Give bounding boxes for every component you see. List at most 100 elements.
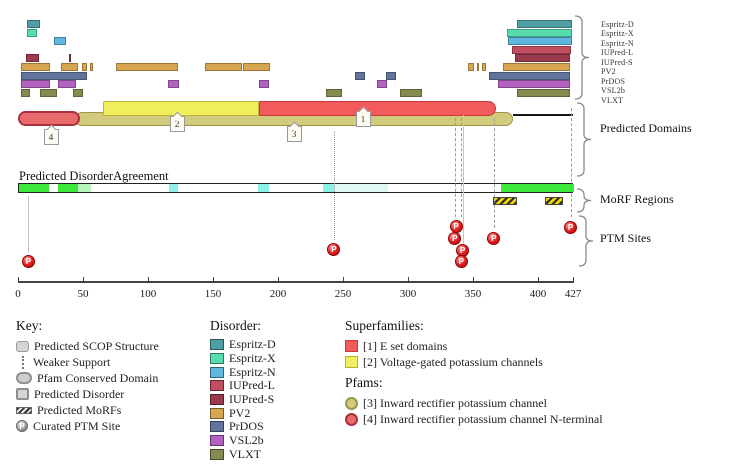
legend-item: Espritz-D — [210, 337, 276, 352]
axis-tick-label: 400 — [529, 288, 547, 300]
morf-region — [544, 197, 563, 205]
axis-tick — [18, 277, 19, 282]
predictor-label-espritz_n: Espritz-N — [601, 38, 634, 48]
legend-label: Espritz-X — [229, 351, 276, 366]
predictor-segment-vlxt — [72, 88, 83, 97]
domain-callout-1: 1 — [355, 111, 371, 127]
predictor-segment-prdos — [354, 71, 366, 80]
predictor-segment-vsl2b — [258, 80, 269, 89]
axis-tick — [278, 277, 279, 282]
curly-brace — [576, 188, 592, 213]
predictor-segment-vsl2b — [497, 80, 571, 89]
legend-label: Espritz-D — [229, 337, 276, 352]
legend-label: IUPred-L — [229, 378, 275, 393]
weaker-support-line — [333, 131, 335, 240]
predictor-segment-pv2 — [502, 63, 571, 71]
predictor-segment-pv2 — [60, 63, 78, 71]
axis-tick — [408, 277, 409, 282]
predicted-disorder-icon — [16, 388, 29, 400]
legend-label: [2] Voltage-gated potassium channels — [363, 354, 543, 369]
predictor-label-iupred_s: IUPred-S — [601, 57, 633, 67]
axis-tick — [573, 277, 575, 282]
axis-tick-label: 50 — [77, 288, 89, 300]
espritz_x-swatch — [210, 353, 224, 365]
predictor-label-prdos: PrDOS — [601, 76, 626, 86]
agreement-segment-green — [501, 184, 575, 192]
ptm-site: P — [487, 231, 501, 245]
agreement-segment-cyan — [168, 184, 178, 192]
legend-item: [2] Voltage-gated potassium channels — [345, 354, 603, 370]
ptm-site: P — [454, 254, 468, 268]
sf-red-square — [345, 340, 358, 352]
legend-label: PrDOS — [229, 419, 264, 434]
weaker-support-line — [493, 118, 495, 228]
legend-label: IUPred-S — [229, 392, 275, 407]
legend-item: Predicted SCOP Structure — [16, 338, 159, 354]
legend-item: Predicted Disorder — [16, 386, 159, 402]
weaker-support-icon — [22, 355, 24, 369]
predictor-segment-iupred_s — [68, 54, 72, 63]
vlxt-swatch — [210, 448, 224, 460]
weaker-support-line — [462, 115, 464, 268]
ptm-site: P — [564, 220, 577, 234]
legend-label: Predicted Disorder — [34, 386, 125, 401]
x-axis — [18, 281, 575, 283]
sequence-backbone — [513, 114, 574, 116]
legend-item: [4] Inward rectifier potassium channel N… — [345, 411, 603, 427]
legend-item: Pfam Conserved Domain — [16, 370, 159, 386]
curly-brace — [576, 102, 592, 177]
scop-icon — [16, 340, 29, 352]
predictor-segment-iupred_s — [514, 54, 571, 63]
ptm-icon: P — [16, 420, 28, 432]
predictor-segment-vlxt — [326, 88, 342, 97]
key-items: Predicted SCOP Structure Weaker Support Pf… — [16, 338, 159, 434]
predictor-segment-prdos — [385, 71, 397, 80]
legend-disorder: Disorder: Espritz-D Espritz-X Espritz-N IUP… — [210, 318, 276, 461]
legend-item: Espritz-X — [210, 351, 276, 366]
legend-label: [3] Inward rectifier potassium channel — [363, 395, 547, 410]
predictor-segment-pv2 — [467, 63, 475, 71]
axis-tick — [343, 277, 344, 282]
legend-label: Pfam Conserved Domain — [37, 370, 159, 385]
weaker-support-line — [570, 108, 572, 217]
legend-label: [4] Inward rectifier potassium channel N… — [363, 411, 603, 426]
axis-tick-label: 0 — [15, 288, 21, 300]
predictor-label-vsl2b: VSL2b — [601, 86, 626, 96]
predictor-segment-espritz_d — [27, 20, 41, 28]
predictor-segment-espritz_x — [506, 28, 572, 37]
espritz_d-swatch — [210, 339, 224, 351]
predictor-segment-pv2 — [20, 63, 51, 71]
predictor-segment-espritz_n — [54, 37, 67, 46]
legend-item: P Curated PTM Site — [16, 418, 159, 434]
predictor-segment-iupred_s — [25, 54, 39, 63]
predictor-segment-vlxt — [517, 88, 571, 97]
legend-label: Espritz-N — [229, 364, 276, 379]
pfams-title: Pfams: — [345, 375, 383, 390]
superfamilies-items: [1] E set domains [2] Voltage-gated potas… — [345, 338, 603, 370]
legend-item: VSL2b — [210, 433, 276, 448]
axis-tick-label: 350 — [464, 288, 482, 300]
agreement-segment-palecyan — [333, 184, 389, 192]
predictor-label-iupred_l: IUPred-L — [601, 48, 634, 58]
legend-label: VSL2b — [229, 433, 264, 448]
legend-label: VLXT — [229, 446, 261, 461]
weaker-support-line — [461, 118, 463, 217]
ptm-site: P — [21, 254, 35, 268]
axis-tick — [213, 277, 214, 282]
predictor-label-espritz_d: Espritz-D — [601, 20, 634, 29]
predictor-segment-espritz_x — [27, 28, 38, 37]
legend-item: IUPred-L — [210, 378, 276, 393]
agreement-segment-cyan — [323, 184, 334, 192]
predictor-label-espritz_x: Espritz-X — [601, 29, 634, 39]
predictor-segment-vlxt — [20, 88, 30, 97]
disorder-title: Disorder: — [210, 318, 261, 333]
pf-khaki-circle — [345, 396, 358, 410]
predictor-segment-vsl2b — [20, 80, 51, 89]
pfams-items: [3] Inward rectifier potassium channel [4… — [345, 395, 603, 427]
predictor-label-pv2: PV2 — [601, 67, 616, 77]
pfam-domain-bar-4 — [18, 111, 81, 126]
agreement-segment-green — [19, 184, 49, 192]
axis-tick — [83, 277, 84, 282]
ptm-site: P — [327, 242, 341, 256]
